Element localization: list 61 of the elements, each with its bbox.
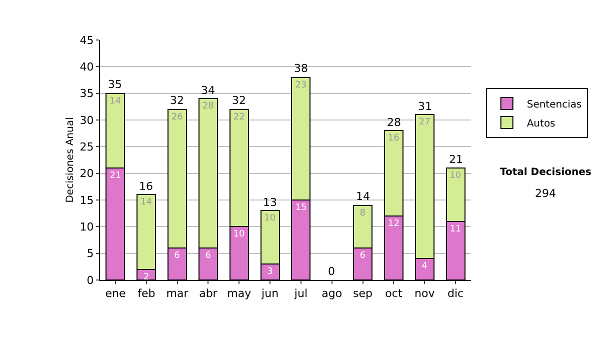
y-tick-label: 0 — [86, 274, 94, 287]
total-label: 13 — [263, 196, 277, 209]
data-label: 16 — [388, 134, 400, 144]
y-tick-label: 25 — [80, 140, 94, 154]
data-label: 23 — [295, 80, 307, 90]
data-label: 10 — [264, 214, 276, 224]
text: Total Decisiones — [500, 167, 592, 178]
y-tick-label: 5 — [86, 247, 94, 260]
x-tick-label: jul — [293, 287, 308, 300]
x-tick-label: mar — [166, 287, 189, 300]
data-label: 21 — [110, 171, 122, 181]
x-tick-label: jun — [260, 287, 279, 300]
data-label: 3 — [267, 267, 273, 277]
data-label: 22 — [233, 112, 245, 122]
y-tick-label: 20 — [80, 167, 94, 180]
y-tick-label: 35 — [80, 87, 94, 100]
data-label: 6 — [360, 251, 366, 261]
data-label: 6 — [205, 251, 212, 261]
data-label: 10 — [450, 171, 462, 181]
x-tick-label: abr — [199, 287, 218, 300]
data-label: 2 — [144, 272, 150, 282]
x-tick-label: may — [227, 287, 252, 300]
data-label: 10 — [233, 230, 245, 240]
x-tick-label: ene — [105, 287, 126, 300]
x-tick-label: oct — [385, 287, 403, 300]
y-axis-title: Decisiones Anual — [64, 117, 76, 203]
total-label: 32 — [232, 94, 246, 107]
total-label: 14 — [356, 190, 370, 203]
data-label: 28 — [202, 102, 214, 112]
data-label: 27 — [418, 118, 430, 128]
data-label: 11 — [450, 224, 462, 234]
x-tick-label: ago — [322, 287, 342, 300]
data-label: 14 — [140, 198, 152, 208]
y-tick-label: 15 — [80, 194, 94, 207]
y-tick-label: 45 — [80, 34, 94, 47]
total-label: 35 — [108, 78, 122, 91]
legend-label: Autos — [526, 118, 556, 130]
total-label: 38 — [294, 62, 308, 75]
text: 294 — [535, 187, 556, 200]
data-label: 12 — [388, 219, 400, 229]
data-label: 14 — [110, 96, 122, 106]
data-label: 4 — [422, 262, 428, 272]
legend-label: Sentencias — [526, 99, 582, 110]
total-label: 31 — [418, 100, 432, 113]
data-label: 26 — [171, 112, 184, 122]
data-label: 15 — [295, 203, 307, 213]
total-label: 0 — [328, 265, 335, 278]
y-tick-label: 40 — [80, 60, 94, 74]
x-tick-label: feb — [138, 287, 156, 300]
total-label: 21 — [449, 153, 463, 166]
total-label: 28 — [387, 116, 401, 129]
x-tick-label: nov — [414, 287, 436, 300]
x-tick-label: sep — [353, 287, 373, 300]
y-tick-label: 30 — [80, 114, 94, 127]
total-label: 34 — [201, 84, 215, 97]
y-tick-label: 10 — [80, 220, 94, 234]
total-label: 32 — [170, 94, 184, 107]
total-label: 16 — [139, 180, 153, 193]
x-tick-label: dic — [447, 287, 464, 300]
data-label: 8 — [360, 208, 366, 218]
data-label: 6 — [174, 251, 180, 261]
